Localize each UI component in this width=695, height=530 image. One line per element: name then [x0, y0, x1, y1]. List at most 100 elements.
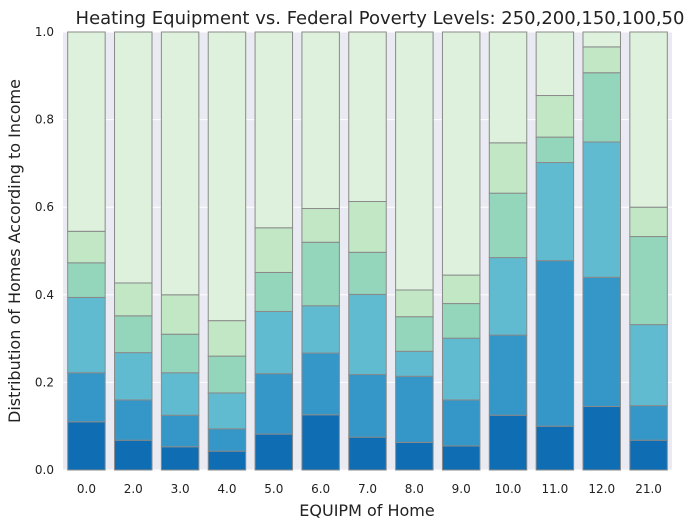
- chart-title: Heating Equipment vs. Federal Poverty Le…: [76, 8, 685, 29]
- bar-groups: [67, 31, 668, 471]
- bar-stack-3.0: [160, 31, 200, 471]
- bar-segment-10.0-level-6: [488, 31, 528, 144]
- y-tick-label-2: 0.4: [35, 288, 54, 302]
- bar-segment-9.0-level-6: [441, 31, 481, 276]
- bar-segment-12.0-level-2: [582, 276, 621, 407]
- x-tick-label-12.0: 12.0: [588, 482, 615, 496]
- bar-segment-0.0-level-5: [67, 230, 106, 264]
- bar-segment-11.0-level-2: [535, 260, 575, 427]
- x-axis-label: EQUIPM of Home: [299, 501, 434, 520]
- bar-segment-6.0-level-3: [301, 305, 340, 354]
- bar-stack-2.0: [114, 31, 153, 471]
- x-tick-label-9.0: 9.0: [452, 482, 471, 496]
- bar-segment-2.0-level-3: [114, 352, 153, 401]
- y-tick-label-0: 0.0: [35, 463, 54, 477]
- bar-segment-2.0-level-1: [114, 439, 153, 471]
- bar-segment-7.0-level-6: [348, 31, 387, 203]
- bar-segment-2.0-level-5: [114, 282, 153, 317]
- bar-stack-10.0: [488, 31, 528, 471]
- bar-segment-7.0-level-4: [348, 251, 387, 295]
- bar-segment-2.0-level-4: [114, 315, 153, 354]
- bar-segment-8.0-level-6: [395, 31, 434, 291]
- bar-segment-0.0-level-2: [67, 372, 106, 423]
- x-tick-label-11.0: 11.0: [542, 482, 569, 496]
- bar-segment-10.0-level-1: [488, 414, 528, 471]
- bar-segment-5.0-level-5: [254, 227, 294, 273]
- bar-stack-5.0: [254, 31, 294, 471]
- bar-segment-8.0-level-5: [395, 289, 434, 318]
- bar-segment-11.0-level-1: [535, 425, 575, 471]
- bar-segment-0.0-level-4: [67, 262, 106, 298]
- x-tick-label-0.0: 0.0: [77, 482, 96, 496]
- bar-segment-8.0-level-2: [395, 375, 434, 443]
- bar-segment-4.0-level-1: [207, 450, 247, 471]
- bar-segment-3.0-level-5: [160, 294, 200, 335]
- x-tick-label-3.0: 3.0: [171, 482, 190, 496]
- bar-segment-9.0-level-5: [441, 274, 481, 305]
- bar-segment-12.0-level-3: [582, 141, 621, 278]
- bar-stack-9.0: [441, 31, 481, 471]
- y-tick-label-4: 0.8: [35, 113, 54, 127]
- bar-segment-21.0-level-1: [629, 439, 668, 471]
- bar-segment-0.0-level-1: [67, 421, 106, 471]
- bar-stack-6.0: [301, 31, 340, 471]
- bar-stack-11.0: [535, 31, 575, 471]
- x-tick-label-5.0: 5.0: [264, 482, 283, 496]
- bar-segment-7.0-level-3: [348, 293, 387, 376]
- y-tick-label-1: 0.2: [35, 375, 54, 389]
- bar-segment-3.0-level-1: [160, 446, 200, 471]
- bar-segment-8.0-level-4: [395, 316, 434, 352]
- bar-segment-2.0-level-2: [114, 399, 153, 441]
- y-tick-label-5: 1.0: [35, 25, 54, 39]
- bar-segment-4.0-level-4: [207, 355, 247, 394]
- bar-segment-10.0-level-4: [488, 192, 528, 259]
- y-axis-label: Distribution of Homes According to Incom…: [5, 79, 24, 423]
- bar-stack-0.0: [67, 31, 106, 471]
- bar-segment-5.0-level-2: [254, 373, 294, 435]
- bar-segment-0.0-level-6: [67, 31, 106, 232]
- bar-segment-11.0-level-6: [535, 31, 575, 97]
- bar-segment-11.0-level-5: [535, 95, 575, 138]
- bar-segment-4.0-level-2: [207, 428, 247, 452]
- bar-segment-3.0-level-6: [160, 31, 200, 296]
- bar-segment-10.0-level-2: [488, 334, 528, 416]
- bar-segment-5.0-level-4: [254, 271, 294, 312]
- bar-segment-8.0-level-3: [395, 350, 434, 377]
- bar-segment-6.0-level-1: [301, 414, 340, 471]
- bar-segment-5.0-level-6: [254, 31, 294, 229]
- bar-stack-12.0: [582, 31, 621, 471]
- bar-segment-6.0-level-6: [301, 31, 340, 210]
- bar-segment-4.0-level-6: [207, 31, 247, 322]
- bar-segment-2.0-level-6: [114, 31, 153, 284]
- bar-segment-7.0-level-5: [348, 201, 387, 253]
- bar-segment-11.0-level-4: [535, 136, 575, 164]
- x-tick-label-21.0: 21.0: [635, 482, 662, 496]
- bar-segment-3.0-level-3: [160, 372, 200, 416]
- x-tick-label-2.0: 2.0: [124, 482, 143, 496]
- x-tick-label-10.0: 10.0: [495, 482, 522, 496]
- bar-segment-21.0-level-5: [629, 206, 668, 238]
- y-tick-label-3: 0.6: [35, 200, 54, 214]
- bar-segment-7.0-level-1: [348, 436, 387, 471]
- bar-stack-21.0: [629, 31, 668, 471]
- bar-segment-21.0-level-2: [629, 405, 668, 441]
- bar-segment-12.0-level-1: [582, 405, 621, 471]
- x-tick-label-7.0: 7.0: [358, 482, 377, 496]
- bar-stack-4.0: [207, 31, 247, 471]
- bar-segment-21.0-level-6: [629, 31, 668, 208]
- bar-segment-9.0-level-1: [441, 445, 481, 471]
- bar-segment-3.0-level-2: [160, 414, 200, 448]
- bar-segment-9.0-level-4: [441, 303, 481, 339]
- bar-segment-4.0-level-3: [207, 392, 247, 430]
- bar-segment-4.0-level-5: [207, 320, 247, 357]
- bar-segment-11.0-level-3: [535, 162, 575, 262]
- bar-stack-8.0: [395, 31, 434, 471]
- bar-segment-3.0-level-4: [160, 333, 200, 374]
- bar-segment-10.0-level-3: [488, 257, 528, 336]
- bar-segment-8.0-level-1: [395, 441, 434, 471]
- bar-segment-12.0-level-4: [582, 72, 621, 143]
- bar-segment-5.0-level-1: [254, 433, 294, 471]
- bar-segment-9.0-level-2: [441, 399, 481, 447]
